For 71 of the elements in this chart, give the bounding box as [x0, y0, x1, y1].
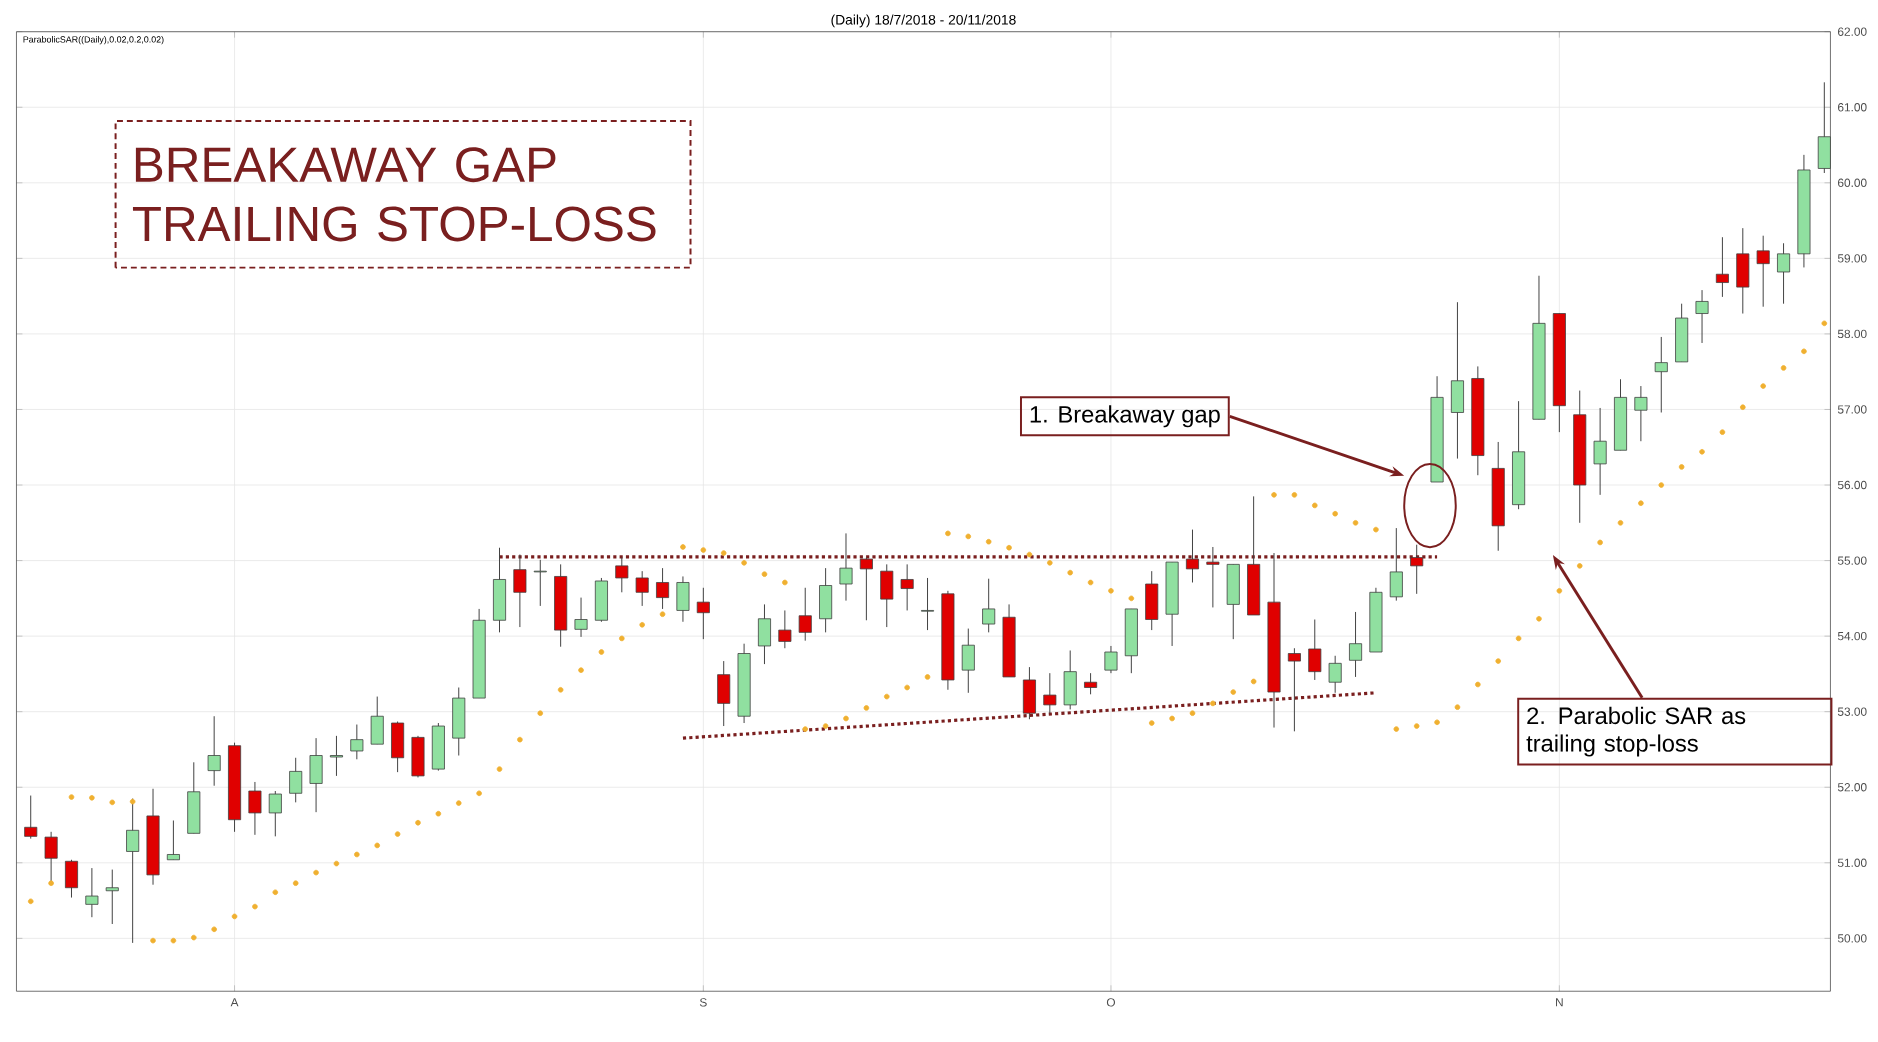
- candlestick: [574, 596, 588, 638]
- candlestick: [757, 603, 771, 665]
- candlestick: [1104, 645, 1118, 674]
- candlestick: [1084, 672, 1098, 695]
- candlestick: [717, 660, 731, 727]
- candlestick: [1450, 301, 1464, 459]
- candlestick: [1593, 407, 1607, 495]
- candlestick: [859, 556, 873, 621]
- candlestick: [982, 577, 996, 633]
- candlestick: [513, 553, 527, 628]
- candlestick: [798, 586, 812, 641]
- candlestick: [839, 532, 853, 601]
- candlestick: [391, 720, 405, 773]
- candlestick: [329, 734, 343, 777]
- candlestick: [1226, 563, 1240, 640]
- candlestick: [1349, 611, 1363, 678]
- candlestick: [1715, 236, 1729, 298]
- candlestick: [64, 858, 79, 898]
- candlestick: [778, 609, 792, 649]
- candlestick: [656, 567, 670, 610]
- candlestick: [1145, 570, 1159, 631]
- candlestick: [961, 627, 975, 693]
- candlestick: [1756, 234, 1770, 307]
- candlestick: [248, 781, 262, 835]
- candlestick: [1328, 654, 1342, 693]
- candlestick: [1695, 289, 1709, 344]
- candlestick: [635, 570, 649, 607]
- candlestick: [411, 734, 425, 778]
- candlestick: [350, 723, 364, 760]
- candlestick: [819, 567, 833, 633]
- candlestick: [1308, 618, 1322, 681]
- candlestick: [1022, 666, 1036, 720]
- candlestick: [268, 790, 282, 837]
- candlestick: [85, 867, 99, 918]
- candlestick: [1777, 242, 1791, 304]
- candlestick: [1043, 672, 1057, 714]
- candlestick: [921, 577, 935, 631]
- candlestick: [1063, 649, 1077, 710]
- annotation: 1. Breakaway gap: [1030, 404, 1220, 427]
- candlestick: [1206, 546, 1220, 608]
- candlestick: [452, 686, 466, 756]
- candlestick: [533, 558, 547, 607]
- annotation: 2. Parabolic SAR as trailing stop-loss: [1526, 706, 1746, 757]
- candlestick: [1185, 528, 1199, 583]
- candlestick: [676, 575, 690, 622]
- candlestick: [1654, 336, 1668, 413]
- annotation: BREAKAWAY GAP TRAILING STOP-LOSS: [132, 146, 656, 242]
- candlestick: [1287, 647, 1301, 732]
- candlestick: [1675, 302, 1689, 362]
- candlestick: [594, 577, 608, 622]
- candlestick: [1410, 543, 1424, 594]
- candlestick: [289, 756, 303, 803]
- candlestick: [309, 737, 323, 813]
- candlestick: [900, 563, 914, 611]
- candlestick: [24, 794, 38, 839]
- candlestick: [370, 695, 384, 745]
- candlestick: [1389, 527, 1403, 601]
- candlestick: [126, 797, 140, 944]
- candlestick: [44, 830, 58, 885]
- candlestick: [1124, 608, 1138, 674]
- candlestick: [1736, 227, 1750, 314]
- candlestick: [1634, 385, 1648, 442]
- candlestick: [880, 563, 894, 628]
- candlestick: [696, 586, 710, 640]
- candlestick: [431, 722, 445, 771]
- candlestick: [166, 819, 180, 860]
- candlestick: [207, 715, 221, 786]
- candlestick: [105, 868, 119, 925]
- candlestick: [187, 761, 201, 834]
- candlestick: [493, 546, 507, 633]
- candlestick: [615, 556, 629, 593]
